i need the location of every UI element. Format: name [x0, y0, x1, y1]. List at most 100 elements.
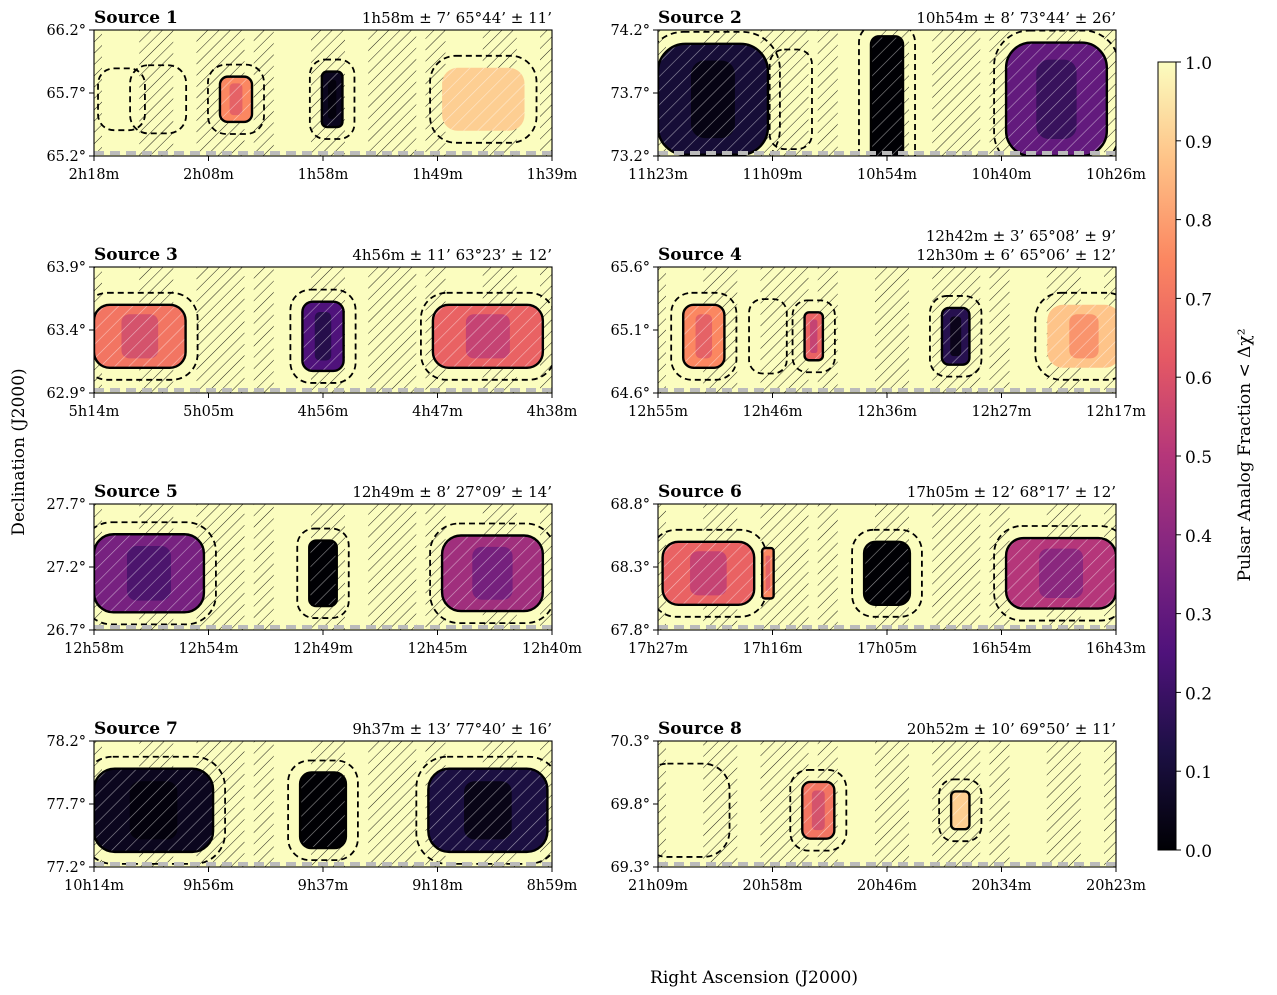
contour-dashed: [429, 522, 552, 624]
source-panel-5: Source 5 12h49m ± 8’ 27°09’ ± 14’ 12h58m 12…: [46, 482, 582, 657]
blob-hatch: [442, 535, 543, 612]
y-tick-label: 63.4°: [46, 323, 86, 339]
colorbar: 0.0 0.1 0.2 0.3 0.4 0.5 0.6 0.7 0.8 0.9 1.0: [1157, 54, 1212, 862]
mask-hatch-band: [253, 30, 274, 156]
colorbar-tick-label: 0.8: [1185, 212, 1212, 232]
y-tick-label: 64.6°: [610, 386, 650, 402]
mask-hatch-band: [425, 504, 446, 630]
contour-solid: [94, 303, 187, 369]
blob-hatch: [951, 791, 970, 830]
contour-dashed: [289, 288, 357, 384]
x-tick-label: 12h46m: [743, 404, 803, 420]
contour-dashed: [296, 527, 350, 619]
mask-hatch-band: [1104, 741, 1116, 867]
contour-solid: [308, 539, 338, 608]
source-panel-8: Source 8 20h52m ± 10’ 69°50’ ± 11’ 21h09m 2…: [610, 719, 1146, 894]
x-tick-label: 1h58m: [298, 167, 349, 183]
y-tick-label: 63.9°: [46, 260, 86, 276]
contour-dashed: [938, 778, 983, 843]
contour-dashed: [789, 769, 848, 852]
x-tick-label: 10h54m: [857, 167, 917, 183]
source-panel-3: Source 3 4h56m ± 11’ 63°23’ ± 12’ 5h14m 5h0…: [46, 245, 577, 420]
contour-dashed: [993, 525, 1116, 622]
panel-coordinates: 9h37m ± 13’ 77°40’ ± 16’: [352, 720, 552, 738]
mask-hatch-band: [253, 741, 274, 867]
x-tick-label: 12h17m: [1086, 404, 1146, 420]
contour-solid: [661, 540, 756, 606]
blob-hatch: [94, 534, 204, 613]
source-panel-4: Source 4 12h42m ± 3’ 65°08’ ± 9’12h30m ± …: [610, 227, 1146, 420]
blob-hatch: [442, 67, 525, 131]
contour-solid: [862, 540, 912, 606]
y-tick-label: 27.2°: [46, 560, 86, 576]
contour-dashed: [94, 291, 199, 381]
contour-dashed: [1034, 291, 1116, 381]
contour-solid: [320, 70, 344, 129]
x-tick-label: 11h23m: [628, 167, 688, 183]
x-tick-label: 20h46m: [857, 878, 917, 894]
source-panel-7: Source 7 9h37m ± 13’ 77°40’ ± 16’ 10h14m 9h…: [46, 719, 578, 894]
x-tick-label: 12h27m: [972, 404, 1032, 420]
contour-dashed: [308, 58, 356, 140]
colorbar-tick-label: 0.6: [1185, 369, 1212, 389]
mask-hatch-band: [139, 30, 174, 156]
blob-hatch: [309, 540, 337, 607]
mask-hatch-band: [989, 267, 1010, 393]
panel-title: Source 5: [94, 482, 178, 502]
x-tick-label: 12h54m: [179, 641, 239, 657]
x-tick-label: 8h59m: [527, 878, 578, 894]
x-tick-label: 21h09m: [628, 878, 688, 894]
contour-dashed: [768, 48, 813, 150]
x-tick-label: 12h45m: [408, 641, 468, 657]
mask-hatch-band: [1046, 741, 1081, 867]
contour-dashed: [94, 755, 226, 865]
contour-dashed: [929, 295, 983, 378]
mask-hatch-band: [875, 267, 909, 393]
x-tick-label: 12h58m: [64, 641, 124, 657]
y-tick-label: 70.3°: [610, 734, 650, 750]
y-tick-label: 73.2°: [610, 149, 650, 165]
y-tick-label: 26.7°: [46, 623, 86, 639]
panel-title: Source 6: [658, 482, 742, 502]
x-tick-label: 9h18m: [412, 878, 463, 894]
y-axis-label: Declination (J2000): [9, 368, 29, 535]
x-tick-label: 9h37m: [298, 878, 349, 894]
contour-dashed: [993, 30, 1116, 156]
mask-hatch-band: [658, 741, 666, 867]
panel-coordinates: 20h52m ± 10’ 69°50’ ± 11’: [907, 720, 1116, 738]
blob-hatch: [94, 768, 214, 852]
x-tick-label: 10h40m: [972, 167, 1032, 183]
contour-solid: [427, 767, 549, 854]
mask-hatch-band: [368, 30, 417, 156]
blob-hatch: [94, 304, 186, 368]
contour-solid: [760, 546, 775, 600]
y-tick-label: 73.7°: [610, 86, 650, 102]
blob-hatch: [941, 307, 970, 365]
mask-hatch-band: [760, 741, 809, 867]
mask-hatch-band: [253, 504, 274, 630]
panel-title: Source 4: [658, 245, 742, 265]
x-tick-label: 2h18m: [69, 167, 120, 183]
x-tick-label: 4h56m: [298, 404, 349, 420]
x-tick-label: 12h55m: [628, 404, 688, 420]
panel-title: Source 1: [94, 8, 178, 28]
contour-solid: [218, 75, 254, 124]
colorbar-tick-label: 0.2: [1185, 684, 1212, 704]
contour-dashed: [129, 64, 188, 135]
contour-dashed: [287, 759, 359, 861]
y-tick-label: 68.3°: [610, 560, 650, 576]
contour-dashed: [670, 291, 738, 381]
contour-solid: [949, 790, 971, 831]
x-tick-label: 10h14m: [64, 878, 124, 894]
blob-hatch: [662, 541, 755, 605]
colorbar-tick-label: 1.0: [1185, 54, 1212, 74]
mask-hatch-band: [368, 741, 417, 867]
x-tick-label: 1h39m: [527, 167, 578, 183]
y-tick-label: 69.8°: [610, 797, 650, 813]
source-panel-6: Source 6 17h05m ± 12’ 68°17’ ± 12’ 17h27m 1…: [610, 482, 1146, 657]
x-tick-label: 2h08m: [183, 167, 234, 183]
blob-hatch: [219, 76, 253, 122]
mask-hatch-band: [540, 30, 552, 156]
contour-solid: [940, 306, 971, 366]
